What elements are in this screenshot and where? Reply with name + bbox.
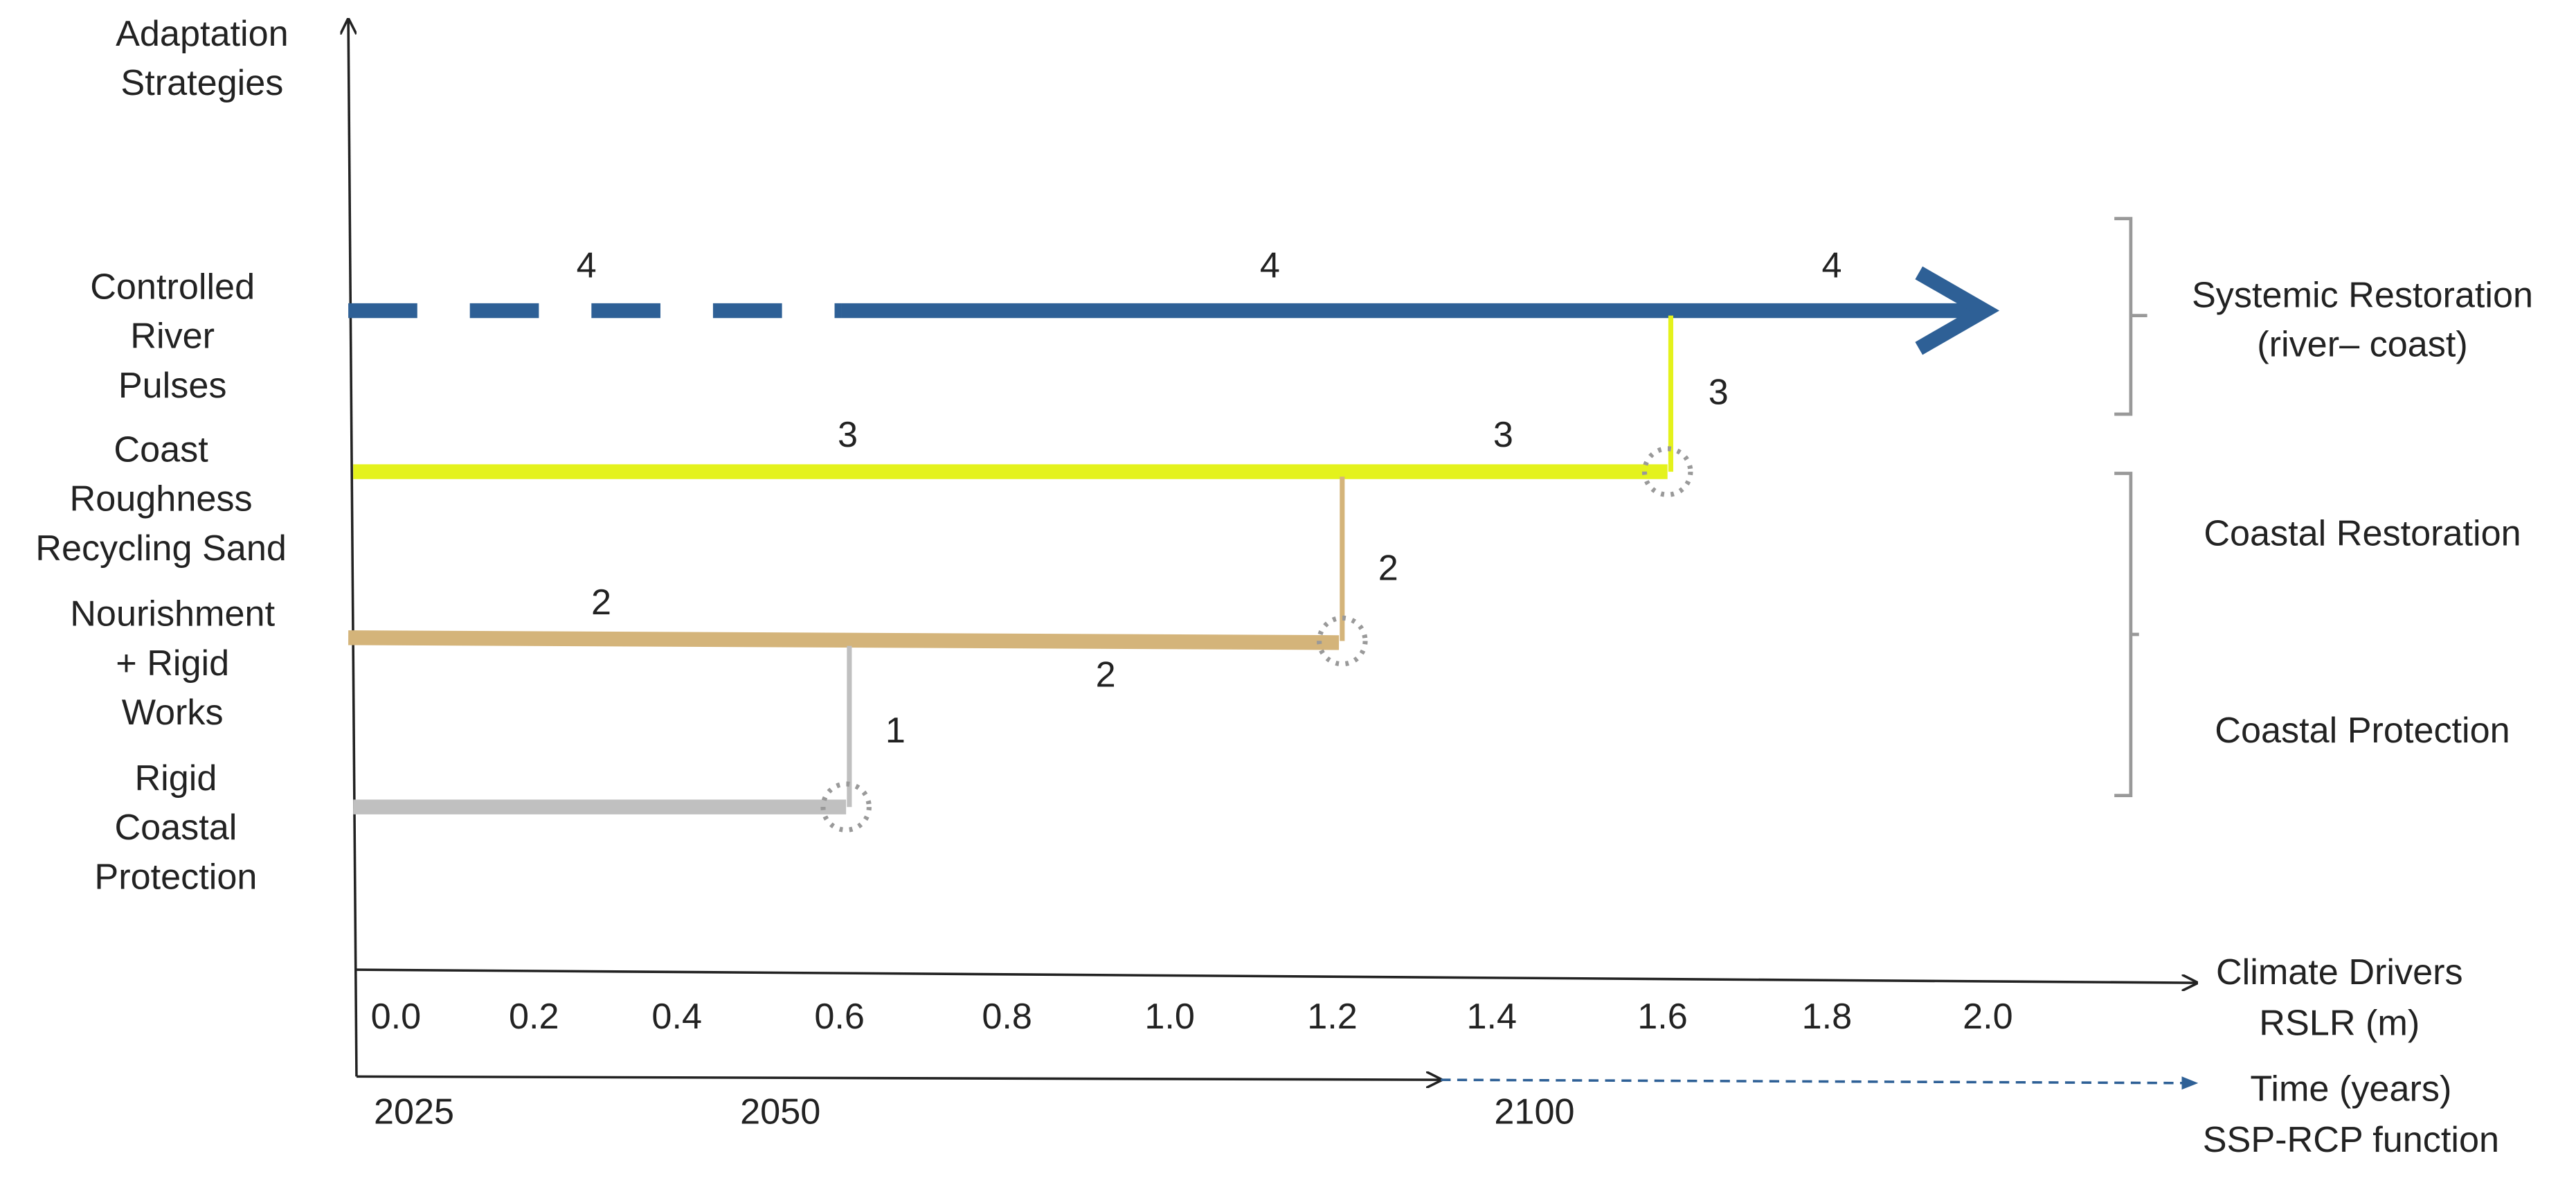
rslr-tick-label: 0.2 xyxy=(509,997,559,1037)
tipping-point xyxy=(1317,615,1368,667)
rslr-tick-label: 0.4 xyxy=(651,997,702,1037)
pathway-label: 3 xyxy=(1709,372,1729,412)
y-axis-title: Adaptation xyxy=(116,14,289,54)
rslr-tick-label: 1.2 xyxy=(1307,997,1358,1037)
strategy-label: Recycling Sand xyxy=(35,528,287,569)
rslr-tick-label: 0.0 xyxy=(371,997,422,1037)
rslr-tick-label: 1.4 xyxy=(1466,997,1517,1037)
pathway-label: 4 xyxy=(1260,246,1280,286)
group-label: (river– coast) xyxy=(2257,325,2467,365)
pathway-label: 4 xyxy=(577,246,597,286)
group-bracket xyxy=(2114,472,2139,797)
pathway-label: 2 xyxy=(1096,655,1116,695)
strategy-label: Works xyxy=(122,693,224,733)
pathway-label: 1 xyxy=(885,711,906,751)
group-bracket xyxy=(2114,217,2147,416)
rslr-axis-title: Climate Drivers xyxy=(2216,952,2463,992)
strategy-label: Roughness xyxy=(70,479,253,519)
time-axis xyxy=(356,1076,1441,1080)
pathway-label: 2 xyxy=(1378,548,1398,588)
time-tick-label: 2025 xyxy=(374,1092,454,1132)
rslr-tick-label: 0.8 xyxy=(982,997,1032,1037)
pathway-label: 2 xyxy=(591,582,611,623)
strategy-label: Coast xyxy=(114,429,208,470)
time-axis-title: Time (years) xyxy=(2250,1069,2451,1110)
rslr-tick-label: 1.8 xyxy=(1802,997,1853,1037)
pathway-2 xyxy=(348,630,1340,650)
time-axis-extension xyxy=(1441,1076,2199,1090)
tipping-point xyxy=(1641,446,1693,497)
rslr-tick-label: 0.6 xyxy=(814,997,865,1037)
group-label: Systemic Restoration xyxy=(2192,275,2533,315)
rslr-tick-label: 1.0 xyxy=(1144,997,1195,1037)
strategy-label: Coastal xyxy=(114,808,237,848)
rslr-axis xyxy=(356,968,2197,983)
strategy-label: Nourishment xyxy=(70,594,275,634)
strategy-label: Protection xyxy=(94,857,257,897)
strategy-label: Pulses xyxy=(118,366,227,406)
time-tick-label: 2100 xyxy=(1494,1092,1574,1132)
strategy-label: River xyxy=(130,317,215,357)
group-label: Coastal Restoration xyxy=(2204,513,2521,553)
pathway-label: 3 xyxy=(838,415,858,455)
pathway-label: 4 xyxy=(1821,246,1841,286)
time-tick-label: 2050 xyxy=(740,1092,820,1132)
pathway-label: 3 xyxy=(1493,415,1513,455)
strategy-label: Rigid xyxy=(134,758,217,799)
tipping-point xyxy=(820,781,872,832)
rslr-tick-label: 1.6 xyxy=(1637,997,1688,1037)
time-axis-title: SSP-RCP function xyxy=(2203,1120,2499,1160)
group-label: Coastal Protection xyxy=(2215,711,2510,751)
y-axis-title: Strategies xyxy=(120,63,283,103)
rslr-axis-title: RSLR (m) xyxy=(2259,1004,2420,1044)
pathway-4-arrowhead xyxy=(1915,266,2000,355)
strategy-label: Controlled xyxy=(90,267,255,307)
strategy-label: + Rigid xyxy=(116,643,229,684)
rslr-tick-label: 2.0 xyxy=(1963,997,2013,1037)
y-axis xyxy=(348,19,358,1077)
